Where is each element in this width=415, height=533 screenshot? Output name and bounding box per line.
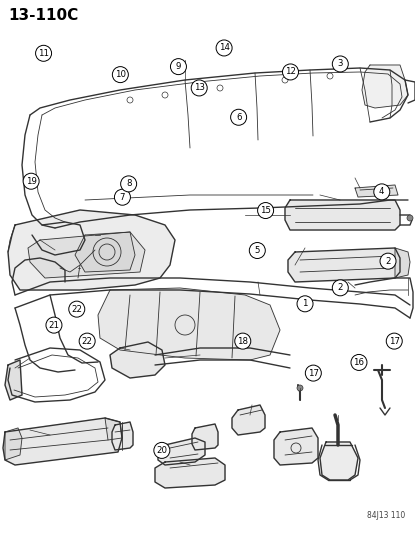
Text: 6: 6 bbox=[236, 113, 242, 122]
Polygon shape bbox=[98, 288, 280, 360]
Circle shape bbox=[297, 385, 303, 391]
Text: 17: 17 bbox=[389, 337, 400, 345]
Circle shape bbox=[407, 215, 413, 221]
Circle shape bbox=[115, 189, 130, 205]
Text: 7: 7 bbox=[120, 193, 125, 201]
Text: 5: 5 bbox=[254, 246, 260, 255]
Text: 3: 3 bbox=[337, 60, 343, 68]
Circle shape bbox=[154, 442, 170, 458]
Circle shape bbox=[112, 67, 128, 83]
Circle shape bbox=[249, 243, 265, 259]
Text: 10: 10 bbox=[115, 70, 126, 79]
Circle shape bbox=[235, 333, 251, 349]
Text: 14: 14 bbox=[219, 44, 229, 52]
Polygon shape bbox=[5, 360, 22, 400]
Text: 22: 22 bbox=[71, 305, 82, 313]
Circle shape bbox=[216, 40, 232, 56]
Circle shape bbox=[23, 173, 39, 189]
Polygon shape bbox=[110, 342, 165, 378]
Polygon shape bbox=[362, 65, 408, 108]
Text: 12: 12 bbox=[285, 68, 296, 76]
Text: 16: 16 bbox=[354, 358, 364, 367]
Text: 4: 4 bbox=[379, 188, 385, 196]
Circle shape bbox=[171, 59, 186, 75]
Text: 2: 2 bbox=[337, 284, 343, 292]
Polygon shape bbox=[105, 418, 122, 440]
Text: 15: 15 bbox=[260, 206, 271, 215]
Polygon shape bbox=[288, 248, 400, 282]
Text: 2: 2 bbox=[385, 257, 391, 265]
Circle shape bbox=[191, 80, 207, 96]
Polygon shape bbox=[28, 232, 145, 278]
Circle shape bbox=[36, 45, 51, 61]
Polygon shape bbox=[112, 422, 133, 450]
Text: 21: 21 bbox=[49, 321, 59, 329]
Polygon shape bbox=[192, 424, 218, 450]
Polygon shape bbox=[8, 210, 175, 290]
Circle shape bbox=[297, 296, 313, 312]
Polygon shape bbox=[274, 428, 318, 465]
Text: 18: 18 bbox=[237, 337, 248, 345]
Circle shape bbox=[258, 203, 273, 219]
Polygon shape bbox=[75, 232, 135, 272]
Circle shape bbox=[69, 301, 85, 317]
Text: 20: 20 bbox=[156, 446, 167, 455]
Polygon shape bbox=[5, 428, 22, 460]
Polygon shape bbox=[285, 200, 400, 230]
Circle shape bbox=[305, 365, 321, 381]
Polygon shape bbox=[3, 418, 122, 465]
Circle shape bbox=[386, 333, 402, 349]
Text: 11: 11 bbox=[38, 49, 49, 58]
Circle shape bbox=[351, 354, 367, 370]
Text: 8: 8 bbox=[126, 180, 132, 188]
Polygon shape bbox=[232, 405, 265, 435]
Circle shape bbox=[332, 280, 348, 296]
Text: 13: 13 bbox=[194, 84, 205, 92]
Text: 19: 19 bbox=[26, 177, 37, 185]
Text: 84J13 110: 84J13 110 bbox=[367, 511, 405, 520]
Polygon shape bbox=[355, 185, 398, 197]
Circle shape bbox=[79, 333, 95, 349]
Circle shape bbox=[332, 56, 348, 72]
Circle shape bbox=[374, 184, 390, 200]
Text: 9: 9 bbox=[176, 62, 181, 71]
Circle shape bbox=[283, 64, 298, 80]
Text: 17: 17 bbox=[308, 369, 319, 377]
Circle shape bbox=[231, 109, 247, 125]
Polygon shape bbox=[320, 442, 358, 480]
Text: 1: 1 bbox=[302, 300, 308, 308]
Text: 22: 22 bbox=[82, 337, 93, 345]
Polygon shape bbox=[395, 248, 410, 278]
Polygon shape bbox=[158, 438, 205, 465]
Circle shape bbox=[46, 317, 62, 333]
Circle shape bbox=[121, 176, 137, 192]
Polygon shape bbox=[155, 458, 225, 488]
Circle shape bbox=[380, 253, 396, 269]
Text: 13-110C: 13-110C bbox=[8, 8, 78, 23]
